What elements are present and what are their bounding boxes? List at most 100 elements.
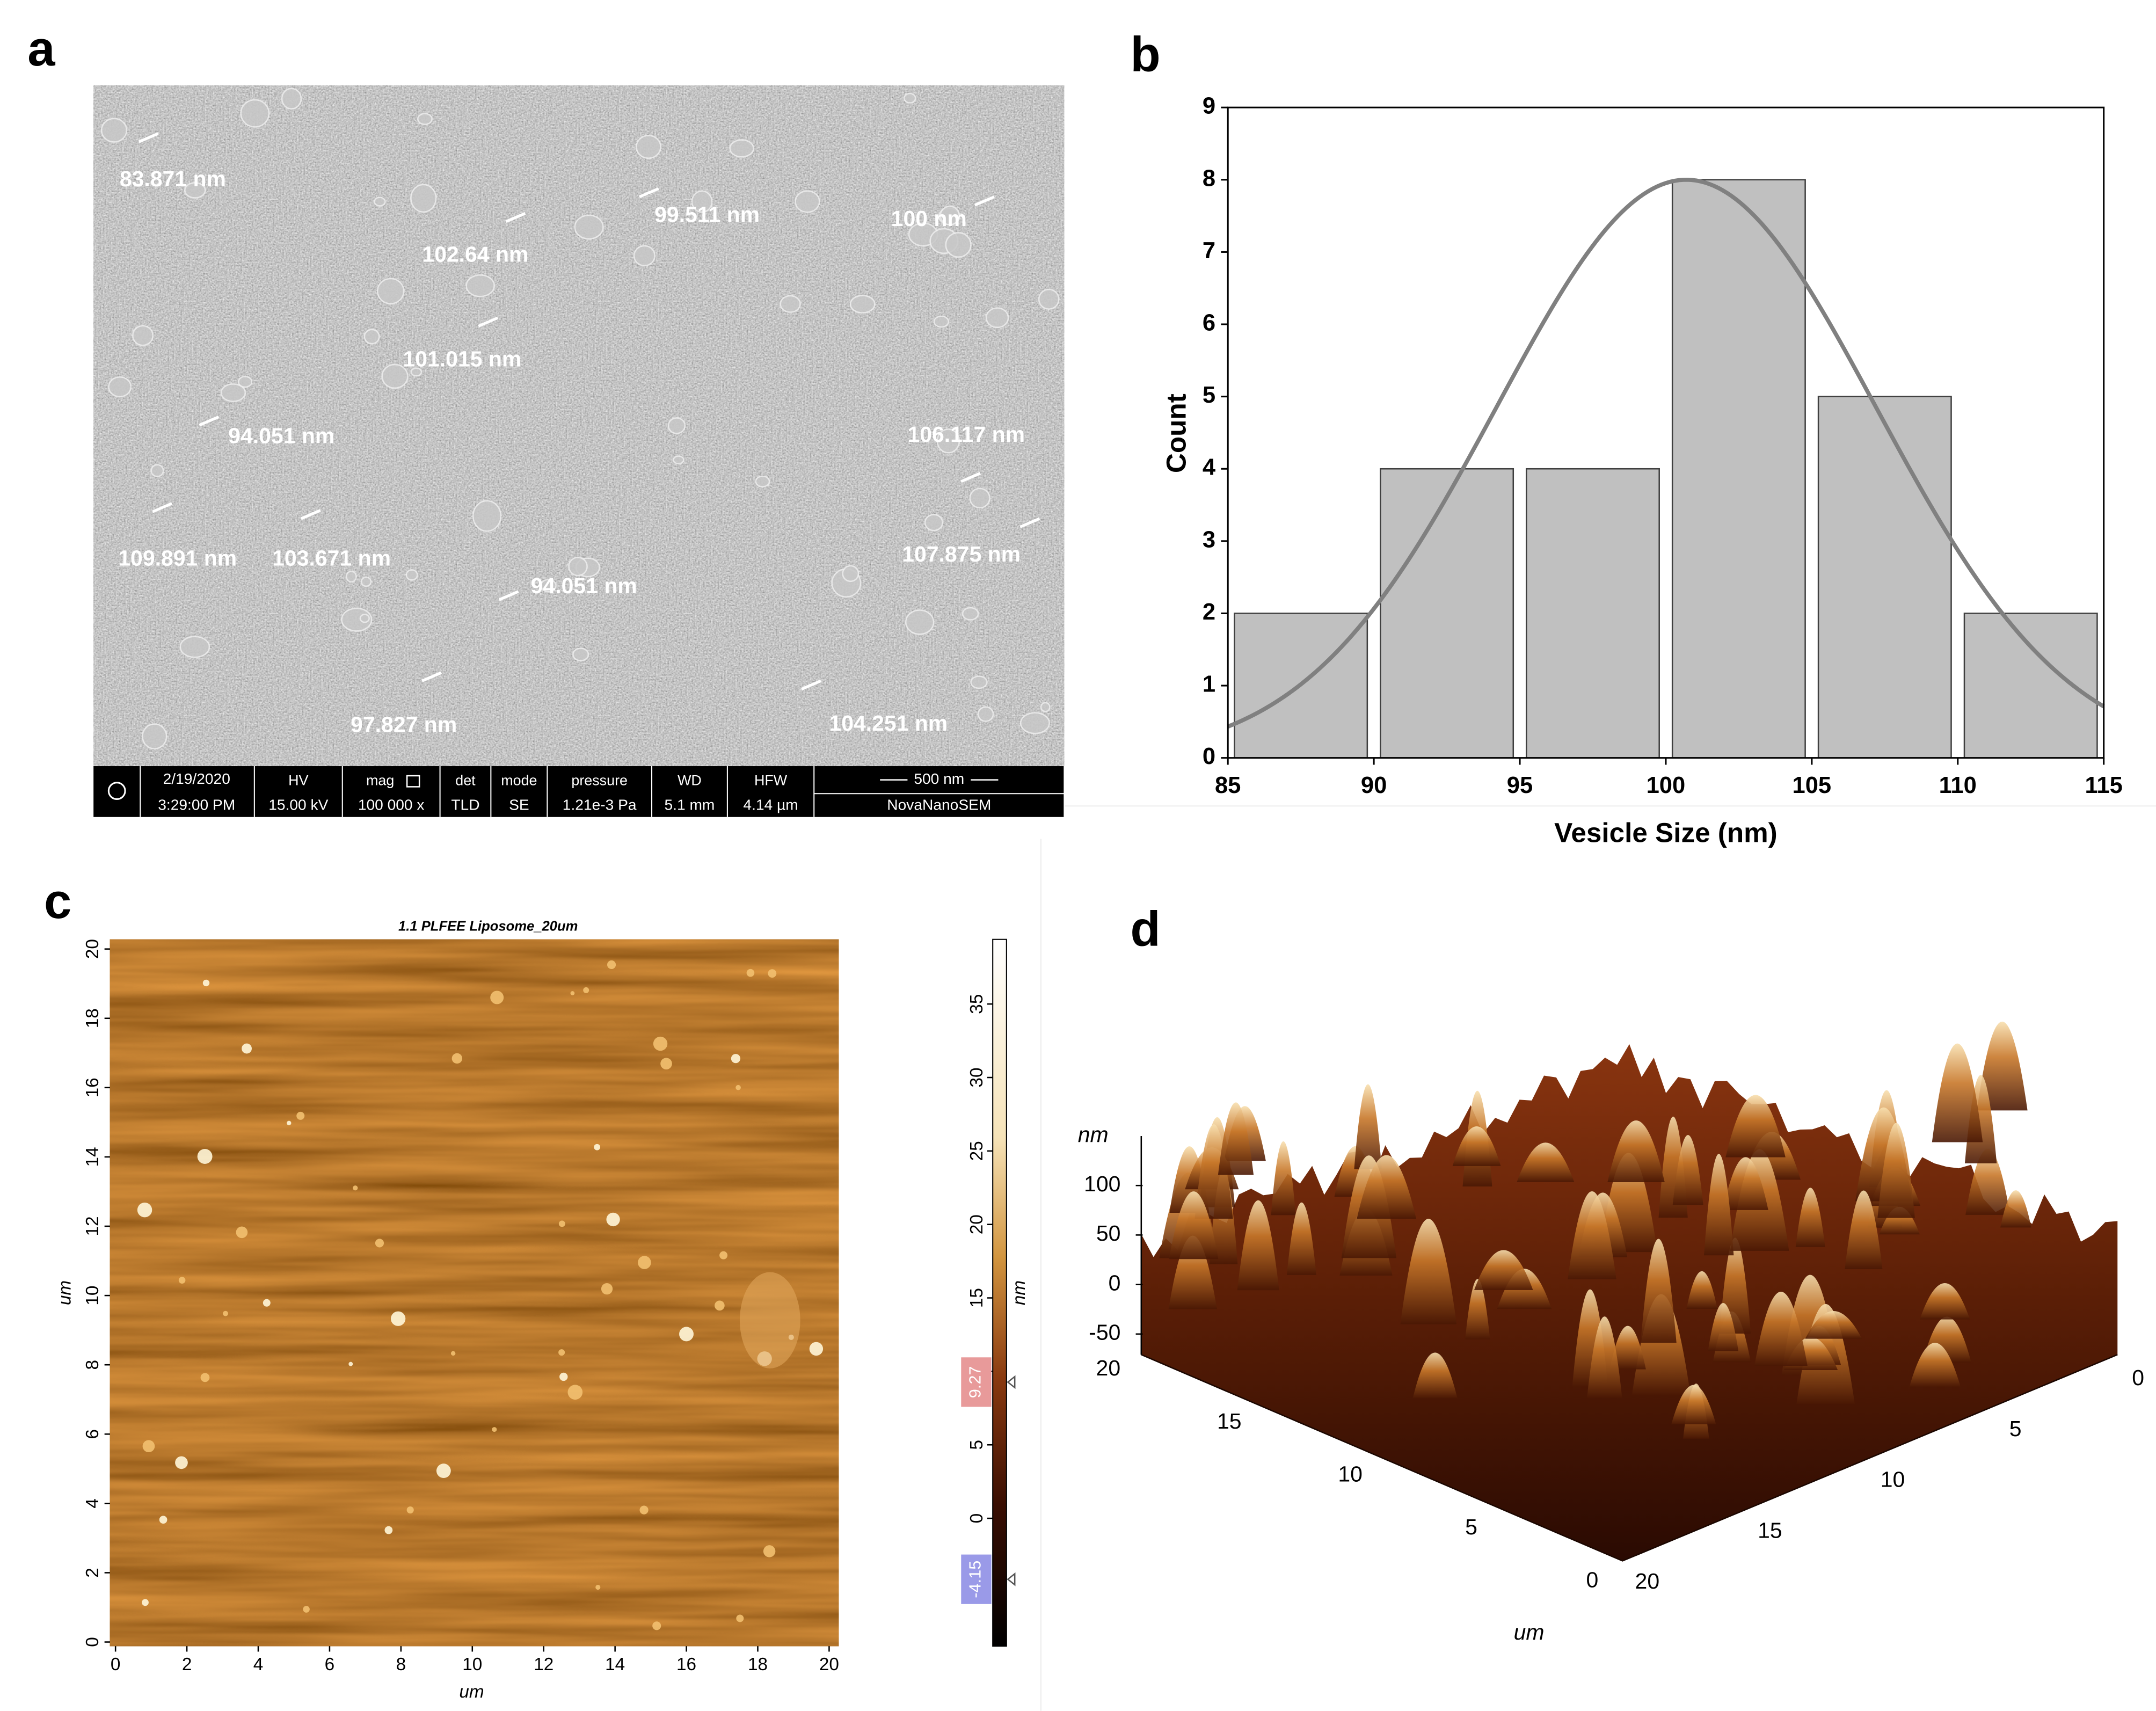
marker-arrow <box>1007 1572 1016 1586</box>
particle <box>691 190 713 213</box>
measure-line <box>152 502 173 513</box>
colorbar-unit: nm <box>1009 1280 1029 1305</box>
afm-spot <box>436 1464 451 1479</box>
y-tick-label: 8 <box>1203 165 1215 191</box>
peak <box>1686 1271 1717 1309</box>
colorbar-tick-label: 5 <box>967 1440 987 1450</box>
info-time: 3:29:00 PM <box>158 796 235 813</box>
scale-label: 500 nm <box>914 770 964 787</box>
measure-line <box>801 679 822 690</box>
y-tick-label: 20 <box>83 939 103 959</box>
afm-spot <box>236 1226 248 1239</box>
afm-spot <box>242 1043 252 1054</box>
x-tick-label: 4 <box>253 1655 264 1674</box>
axis-tick-label: 0 <box>1586 1568 1598 1592</box>
measure-line <box>421 671 442 682</box>
x-tick-label: 18 <box>748 1655 768 1674</box>
afm-spot <box>583 987 589 993</box>
afm-spot <box>660 1058 672 1070</box>
afm-spot <box>567 1385 583 1400</box>
x-tick-label: 2 <box>182 1655 192 1674</box>
afm-spot <box>390 1311 406 1326</box>
afm-spot <box>809 1342 824 1356</box>
particle <box>1040 702 1051 712</box>
peak <box>1218 1102 1254 1175</box>
afm-spot <box>715 1300 725 1311</box>
particle <box>924 514 944 531</box>
particle <box>345 570 357 583</box>
info-header: pressure <box>571 772 628 788</box>
particle <box>142 723 167 749</box>
annotation: 94.051 nm <box>228 424 334 448</box>
y-tick-label: 18 <box>83 1008 103 1028</box>
bar <box>1380 468 1514 759</box>
particle <box>572 647 589 661</box>
peak <box>1568 1191 1616 1279</box>
peak <box>1754 1291 1808 1366</box>
particle <box>977 706 994 722</box>
afm-spot <box>159 1516 167 1524</box>
info-bar <box>93 766 1065 817</box>
marker-box <box>961 1554 992 1604</box>
afm-spot <box>353 1185 358 1191</box>
peak <box>1452 1126 1501 1166</box>
particle <box>842 565 860 583</box>
afm-spot <box>763 1545 776 1557</box>
peak <box>1400 1219 1457 1324</box>
afm-spot <box>406 1506 414 1514</box>
peak <box>1354 1084 1382 1169</box>
afm-spot <box>451 1053 463 1064</box>
annotation: 109.891 nm <box>118 546 237 571</box>
particle <box>969 487 990 509</box>
colorbar-tick-label: 0 <box>967 1513 987 1524</box>
particle <box>933 315 950 328</box>
surface-base <box>1141 1354 2118 1562</box>
marker-label: 9.27 <box>966 1366 985 1398</box>
peak <box>1517 1142 1575 1182</box>
particle <box>281 88 302 110</box>
afm-spots <box>137 960 824 1630</box>
particle <box>405 569 418 581</box>
logo <box>107 782 126 800</box>
particle <box>381 363 409 389</box>
measure-line <box>498 590 519 601</box>
afm-spot <box>263 1299 271 1307</box>
afm-spot <box>175 1456 188 1469</box>
afm-spot <box>197 1149 213 1164</box>
info-value: TLD <box>451 796 479 813</box>
axis-tick-label: 15 <box>1758 1518 1782 1542</box>
marker-arrow <box>1007 1375 1016 1389</box>
colorbar-tick-label: 35 <box>967 994 987 1014</box>
y-tick-label: 4 <box>83 1498 103 1509</box>
afm-spot <box>296 1111 305 1120</box>
particle <box>574 214 604 240</box>
peak <box>1909 1343 1961 1387</box>
z-tick-label: 100 <box>1084 1171 1120 1196</box>
afm-spot <box>348 1361 353 1366</box>
particle <box>729 139 754 158</box>
peak <box>1587 1316 1622 1398</box>
afm-spot <box>375 1239 384 1248</box>
afm-spot <box>492 1427 497 1432</box>
annotation: 100 nm <box>891 206 967 231</box>
particle <box>936 428 960 454</box>
bar <box>1671 179 1806 759</box>
info-value: SE <box>509 796 529 813</box>
particle <box>1019 712 1050 734</box>
mag-icon <box>406 775 420 788</box>
afm-title: 1.1 PLFEE Liposome_20um <box>398 919 578 934</box>
y-tick-label: 12 <box>83 1216 103 1236</box>
afm-spot <box>652 1621 661 1630</box>
afm-spot <box>178 1277 186 1284</box>
x-tick-label: 14 <box>605 1655 625 1674</box>
x-tick-label: 100 <box>1647 773 1686 798</box>
afm-spot <box>746 969 755 977</box>
particle <box>780 295 801 313</box>
annotation: 83.871 nm <box>120 166 226 191</box>
measure-line <box>300 509 321 520</box>
measure-line <box>974 195 995 207</box>
afm-spot <box>719 1251 728 1259</box>
afm-spot <box>142 1599 149 1606</box>
particle <box>108 376 132 398</box>
y-tick-label: 16 <box>83 1077 103 1097</box>
